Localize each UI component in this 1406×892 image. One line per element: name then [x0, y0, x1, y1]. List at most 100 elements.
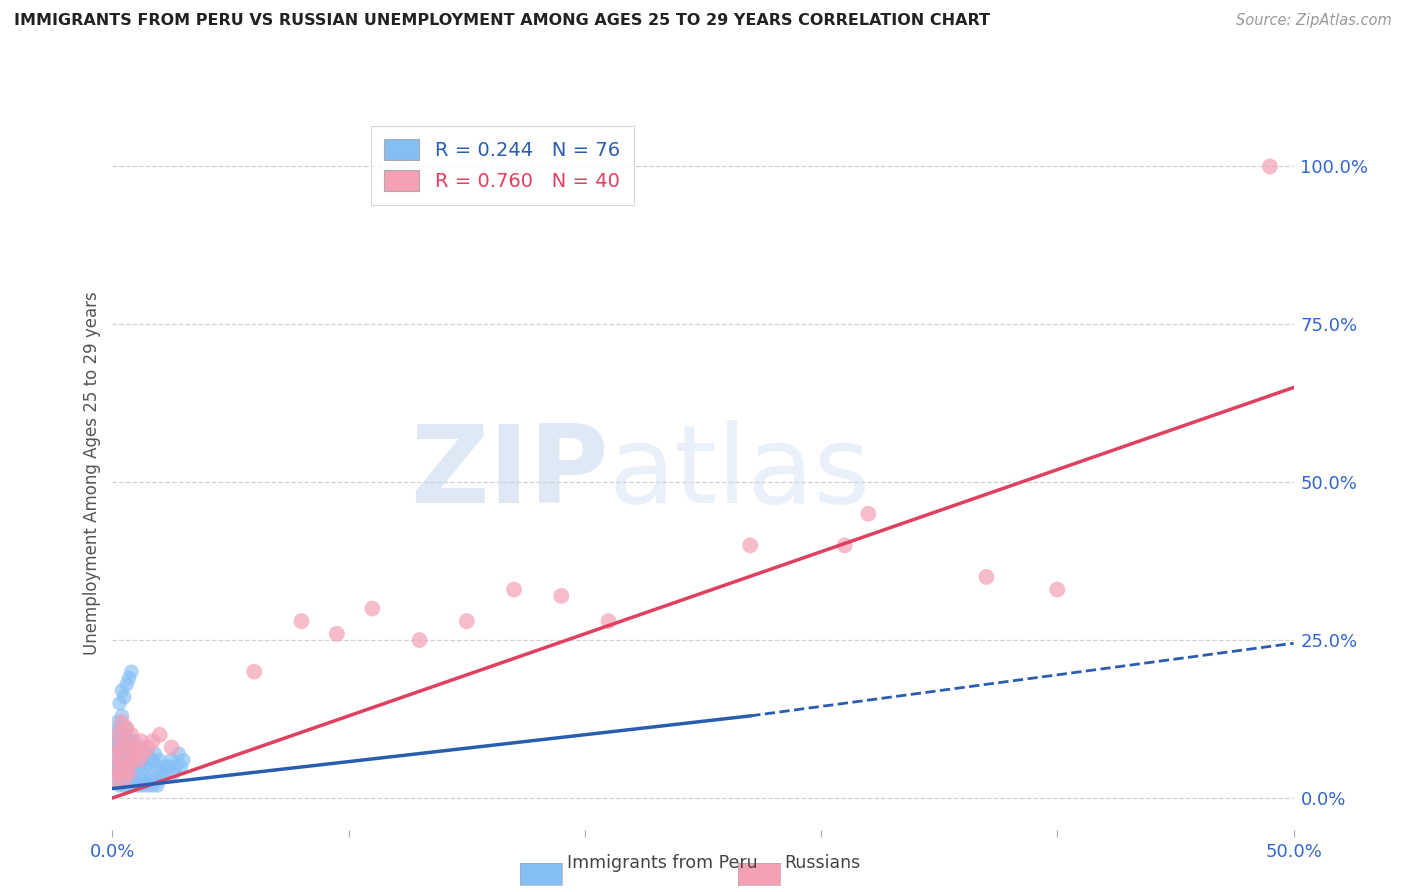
- Point: [104, 740, 127, 755]
- Point: [108, 765, 131, 780]
- Point: [108, 778, 131, 792]
- Point: [142, 753, 165, 767]
- Point: [408, 633, 430, 648]
- Point: [127, 753, 149, 767]
- Point: [118, 747, 141, 761]
- Point: [111, 753, 134, 767]
- Point: [361, 601, 384, 615]
- Point: [115, 722, 138, 736]
- Point: [105, 728, 128, 742]
- Point: [550, 589, 572, 603]
- Point: [143, 747, 166, 761]
- Point: [105, 759, 128, 773]
- Point: [122, 778, 145, 792]
- Point: [112, 690, 135, 704]
- Point: [139, 759, 162, 773]
- Point: [104, 747, 127, 761]
- Point: [135, 759, 157, 773]
- Point: [598, 614, 620, 628]
- Point: [290, 614, 312, 628]
- Point: [125, 740, 148, 755]
- Point: [120, 753, 142, 767]
- Text: Source: ZipAtlas.com: Source: ZipAtlas.com: [1236, 13, 1392, 29]
- Text: Russians: Russians: [785, 855, 860, 872]
- Point: [112, 728, 135, 742]
- Point: [157, 759, 180, 773]
- Point: [118, 734, 141, 748]
- Point: [108, 753, 131, 767]
- Point: [108, 696, 131, 710]
- Point: [149, 772, 172, 786]
- Point: [170, 759, 193, 773]
- Point: [111, 709, 134, 723]
- Point: [172, 753, 194, 767]
- Point: [112, 778, 135, 792]
- Point: [129, 740, 152, 755]
- Point: [118, 671, 141, 685]
- Point: [834, 538, 856, 552]
- Point: [142, 734, 165, 748]
- Point: [105, 759, 128, 773]
- Point: [104, 728, 127, 742]
- Text: ZIP: ZIP: [411, 420, 609, 525]
- Point: [143, 772, 166, 786]
- Point: [146, 759, 169, 773]
- Point: [111, 715, 134, 730]
- Point: [118, 778, 141, 792]
- Point: [132, 753, 155, 767]
- Point: [146, 778, 169, 792]
- Point: [108, 740, 131, 755]
- Point: [118, 740, 141, 755]
- Point: [105, 747, 128, 761]
- Point: [115, 753, 138, 767]
- Point: [111, 683, 134, 698]
- Point: [122, 747, 145, 761]
- Point: [105, 772, 128, 786]
- Point: [149, 753, 172, 767]
- Point: [112, 759, 135, 773]
- Point: [122, 734, 145, 748]
- Point: [456, 614, 478, 628]
- Point: [125, 740, 148, 755]
- Point: [125, 772, 148, 786]
- Point: [153, 759, 176, 773]
- Point: [105, 734, 128, 748]
- Point: [111, 747, 134, 761]
- Point: [104, 759, 127, 773]
- Text: atlas: atlas: [609, 420, 870, 525]
- Point: [118, 765, 141, 780]
- Point: [858, 507, 880, 521]
- Point: [112, 734, 135, 748]
- Point: [115, 722, 138, 736]
- Point: [115, 677, 138, 691]
- Point: [1046, 582, 1069, 597]
- Point: [156, 765, 179, 780]
- Point: [139, 772, 162, 786]
- Point: [167, 747, 190, 761]
- Legend: R = 0.244   N = 76, R = 0.760   N = 40: R = 0.244 N = 76, R = 0.760 N = 40: [371, 126, 634, 205]
- Point: [127, 753, 149, 767]
- Point: [976, 570, 998, 584]
- Point: [243, 665, 266, 679]
- Text: Immigrants from Peru: Immigrants from Peru: [567, 855, 758, 872]
- Point: [1258, 160, 1281, 174]
- Point: [129, 759, 152, 773]
- Text: IMMIGRANTS FROM PERU VS RUSSIAN UNEMPLOYMENT AMONG AGES 25 TO 29 YEARS CORRELATI: IMMIGRANTS FROM PERU VS RUSSIAN UNEMPLOY…: [14, 13, 990, 29]
- Point: [136, 747, 159, 761]
- Point: [163, 765, 186, 780]
- Point: [160, 753, 183, 767]
- Point: [115, 759, 138, 773]
- Point: [129, 734, 152, 748]
- Point: [115, 772, 138, 786]
- Point: [120, 665, 142, 679]
- Point: [129, 772, 152, 786]
- Point: [120, 772, 142, 786]
- Point: [740, 538, 762, 552]
- Point: [108, 740, 131, 755]
- Point: [104, 772, 127, 786]
- Point: [127, 778, 149, 792]
- Point: [115, 740, 138, 755]
- Point: [111, 734, 134, 748]
- Point: [150, 765, 173, 780]
- Point: [165, 759, 187, 773]
